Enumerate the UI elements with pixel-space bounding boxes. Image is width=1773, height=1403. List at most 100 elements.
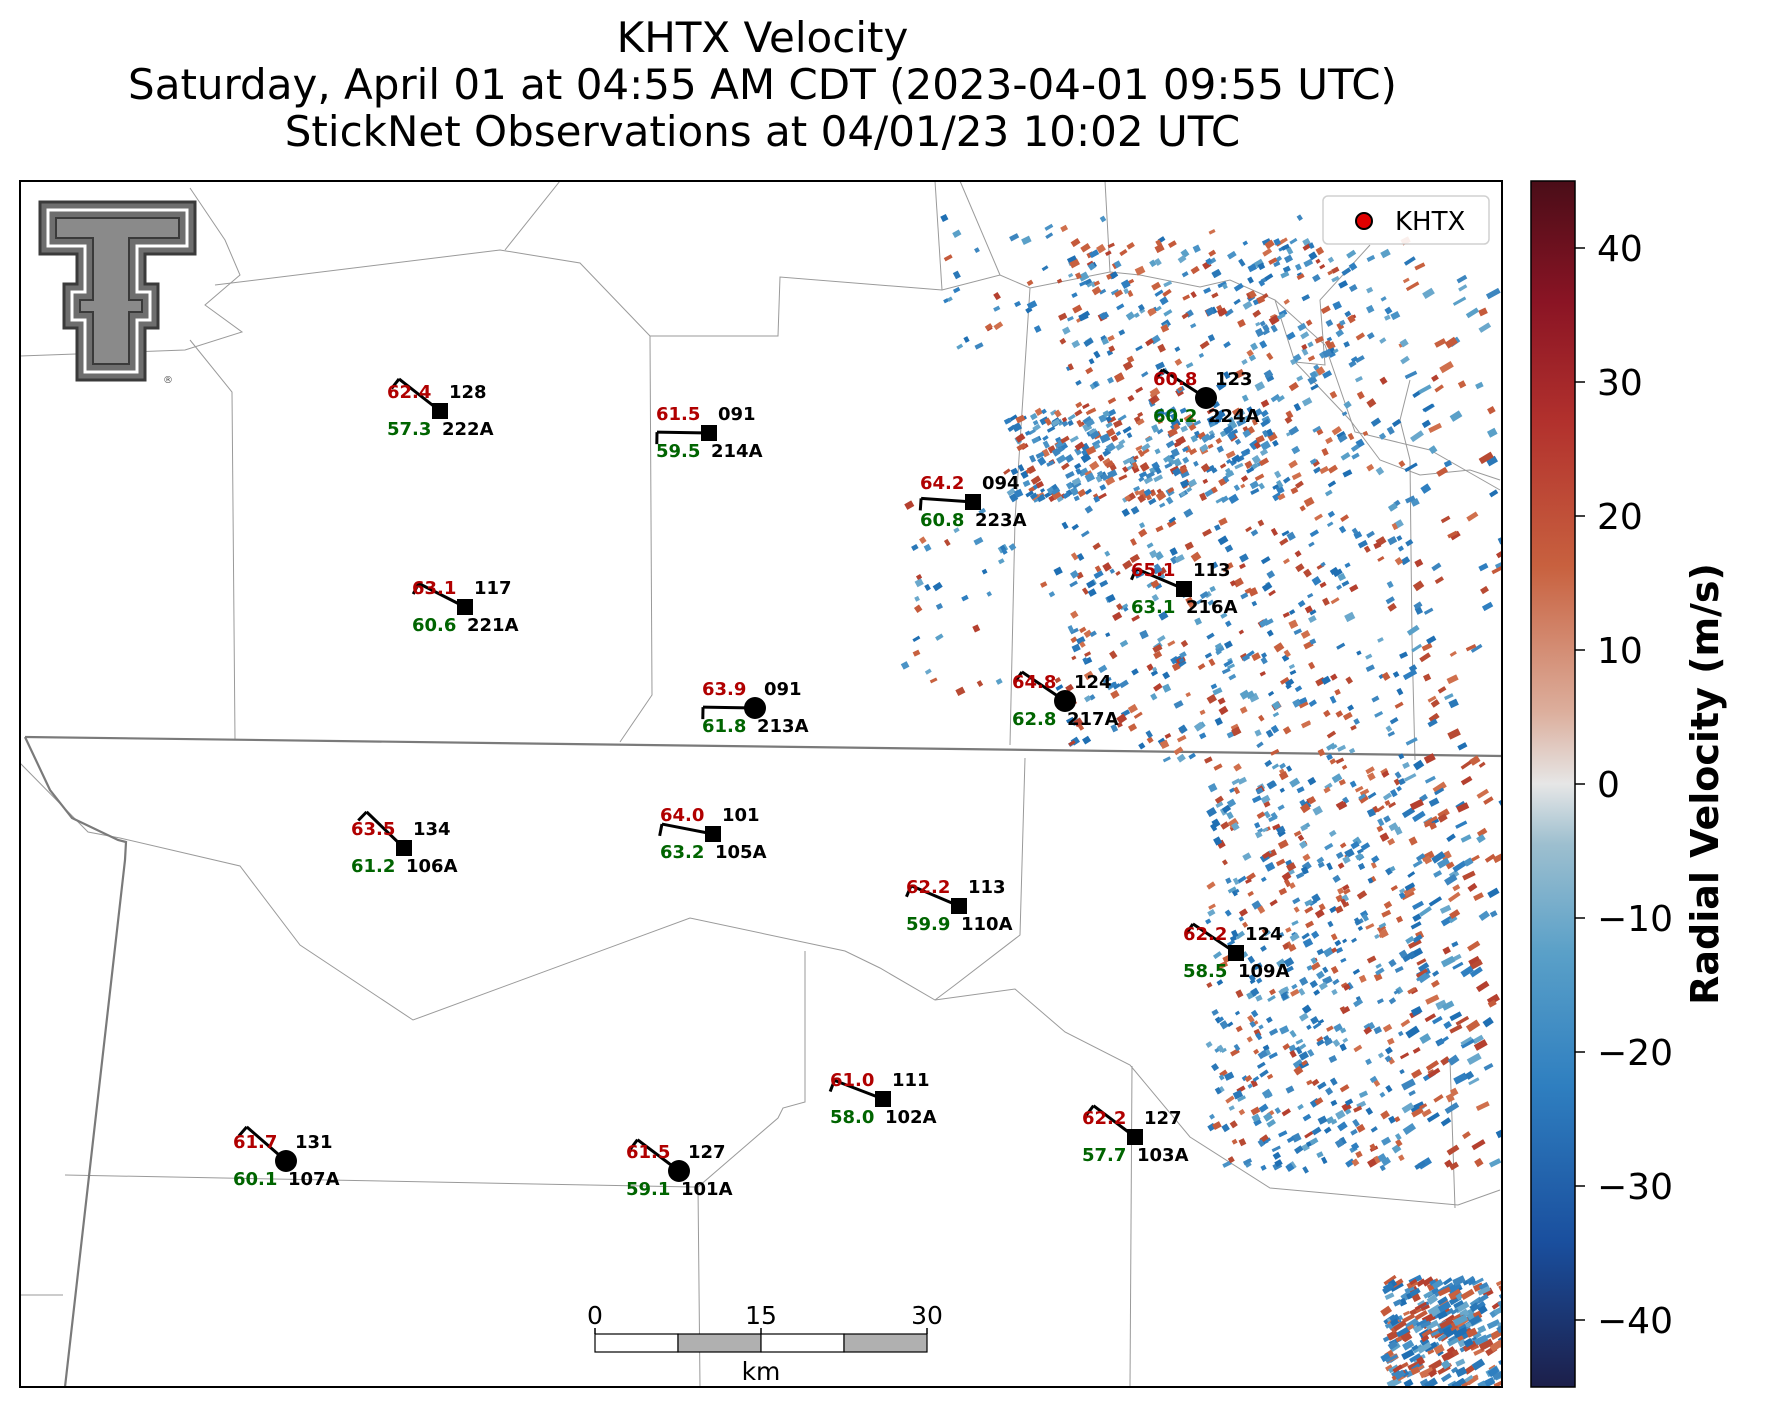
radar-gate bbox=[956, 343, 964, 350]
radar-gate bbox=[1299, 840, 1308, 849]
radar-gate bbox=[1071, 339, 1081, 349]
radar-gate bbox=[1394, 556, 1404, 566]
radar-gate bbox=[1133, 711, 1143, 719]
radar-gate bbox=[1251, 1113, 1261, 1123]
radar-gate bbox=[1354, 785, 1364, 793]
radar-gate bbox=[1293, 628, 1303, 636]
station-wind-dir: 127 bbox=[688, 1142, 726, 1163]
radar-gate bbox=[1116, 713, 1128, 724]
radar-gate bbox=[1215, 649, 1222, 656]
wind-barb-feather bbox=[1184, 923, 1195, 935]
radar-gate bbox=[1401, 1313, 1416, 1324]
radar-gate bbox=[1346, 249, 1357, 259]
radar-gate bbox=[1199, 340, 1210, 350]
radar-gate bbox=[1409, 1278, 1418, 1286]
radar-gate bbox=[1263, 1137, 1272, 1144]
radar-gate bbox=[1497, 1296, 1502, 1309]
radar-gate bbox=[1347, 314, 1356, 324]
radar-gate bbox=[1332, 978, 1340, 986]
radar-gate bbox=[1383, 900, 1393, 909]
radar-gate bbox=[1460, 834, 1472, 843]
radar-gate bbox=[1460, 1036, 1473, 1046]
radar-gate bbox=[1423, 607, 1434, 615]
radar-gate bbox=[1089, 249, 1100, 259]
radar-gate bbox=[1469, 959, 1483, 970]
radar-gate bbox=[1207, 783, 1218, 793]
radar-gate bbox=[1061, 416, 1068, 423]
radar-gate bbox=[1366, 808, 1376, 818]
radar-gate bbox=[1030, 475, 1042, 485]
radar-gate bbox=[1245, 526, 1253, 533]
radar-gate bbox=[974, 342, 984, 350]
radar-gate bbox=[1398, 460, 1406, 468]
radar-gate bbox=[952, 270, 961, 280]
radar-gate bbox=[1289, 932, 1300, 942]
map-frame bbox=[19, 180, 1503, 1388]
radar-gate bbox=[1404, 1285, 1415, 1294]
radar-gate bbox=[1432, 970, 1440, 977]
station-wind-dir: 101 bbox=[722, 805, 760, 826]
radar-gate bbox=[1350, 356, 1359, 363]
radar-gate bbox=[1447, 530, 1458, 539]
radar-gate bbox=[1473, 892, 1484, 901]
radar-gate bbox=[1070, 552, 1079, 561]
radar-gate bbox=[1478, 562, 1489, 572]
radar-gate bbox=[1285, 1162, 1295, 1173]
radar-gate bbox=[1477, 1285, 1491, 1296]
radar-gate bbox=[1281, 530, 1290, 537]
radar-gate bbox=[1264, 861, 1276, 872]
station-marker-square bbox=[396, 840, 412, 856]
radar-gate bbox=[1373, 1026, 1383, 1035]
radar-gate bbox=[1202, 478, 1209, 484]
radar-gate bbox=[1309, 370, 1318, 379]
radar-gate bbox=[1297, 1103, 1304, 1111]
radar-gate bbox=[1356, 1123, 1366, 1133]
radar-gate bbox=[1297, 322, 1307, 332]
radar-gate bbox=[1253, 962, 1263, 971]
radar-gate bbox=[1334, 688, 1341, 696]
radar-gate bbox=[1206, 807, 1217, 818]
radar-gate bbox=[1295, 1038, 1304, 1045]
radar-gate bbox=[1225, 470, 1235, 479]
radar-gate bbox=[1375, 466, 1385, 476]
radar-gate bbox=[1301, 720, 1311, 729]
radar-gate bbox=[1382, 1023, 1393, 1033]
radar-gate bbox=[1029, 412, 1038, 421]
radar-gate bbox=[1071, 477, 1082, 486]
radar-gate bbox=[1139, 462, 1150, 472]
radar-gate bbox=[1270, 748, 1280, 756]
station-dewpoint: 59.1 bbox=[626, 1179, 670, 1200]
radar-gate bbox=[1252, 1075, 1260, 1082]
radar-gate bbox=[1339, 842, 1347, 849]
radar-gate bbox=[1334, 1138, 1345, 1149]
radar-gate bbox=[1332, 874, 1341, 883]
radar-gate bbox=[1022, 479, 1031, 488]
radar-gate bbox=[1069, 258, 1080, 269]
radar-gate bbox=[1462, 870, 1476, 881]
radar-gate bbox=[1329, 905, 1338, 914]
radar-gate bbox=[1193, 721, 1205, 732]
radar-gate bbox=[1394, 1116, 1401, 1123]
radar-gate bbox=[1394, 771, 1402, 779]
radar-gate bbox=[1053, 566, 1063, 576]
radar-gate bbox=[1294, 1145, 1304, 1155]
radar-gate bbox=[1442, 1277, 1453, 1286]
radar-gate bbox=[1037, 456, 1047, 466]
radar-gate bbox=[1199, 443, 1209, 453]
